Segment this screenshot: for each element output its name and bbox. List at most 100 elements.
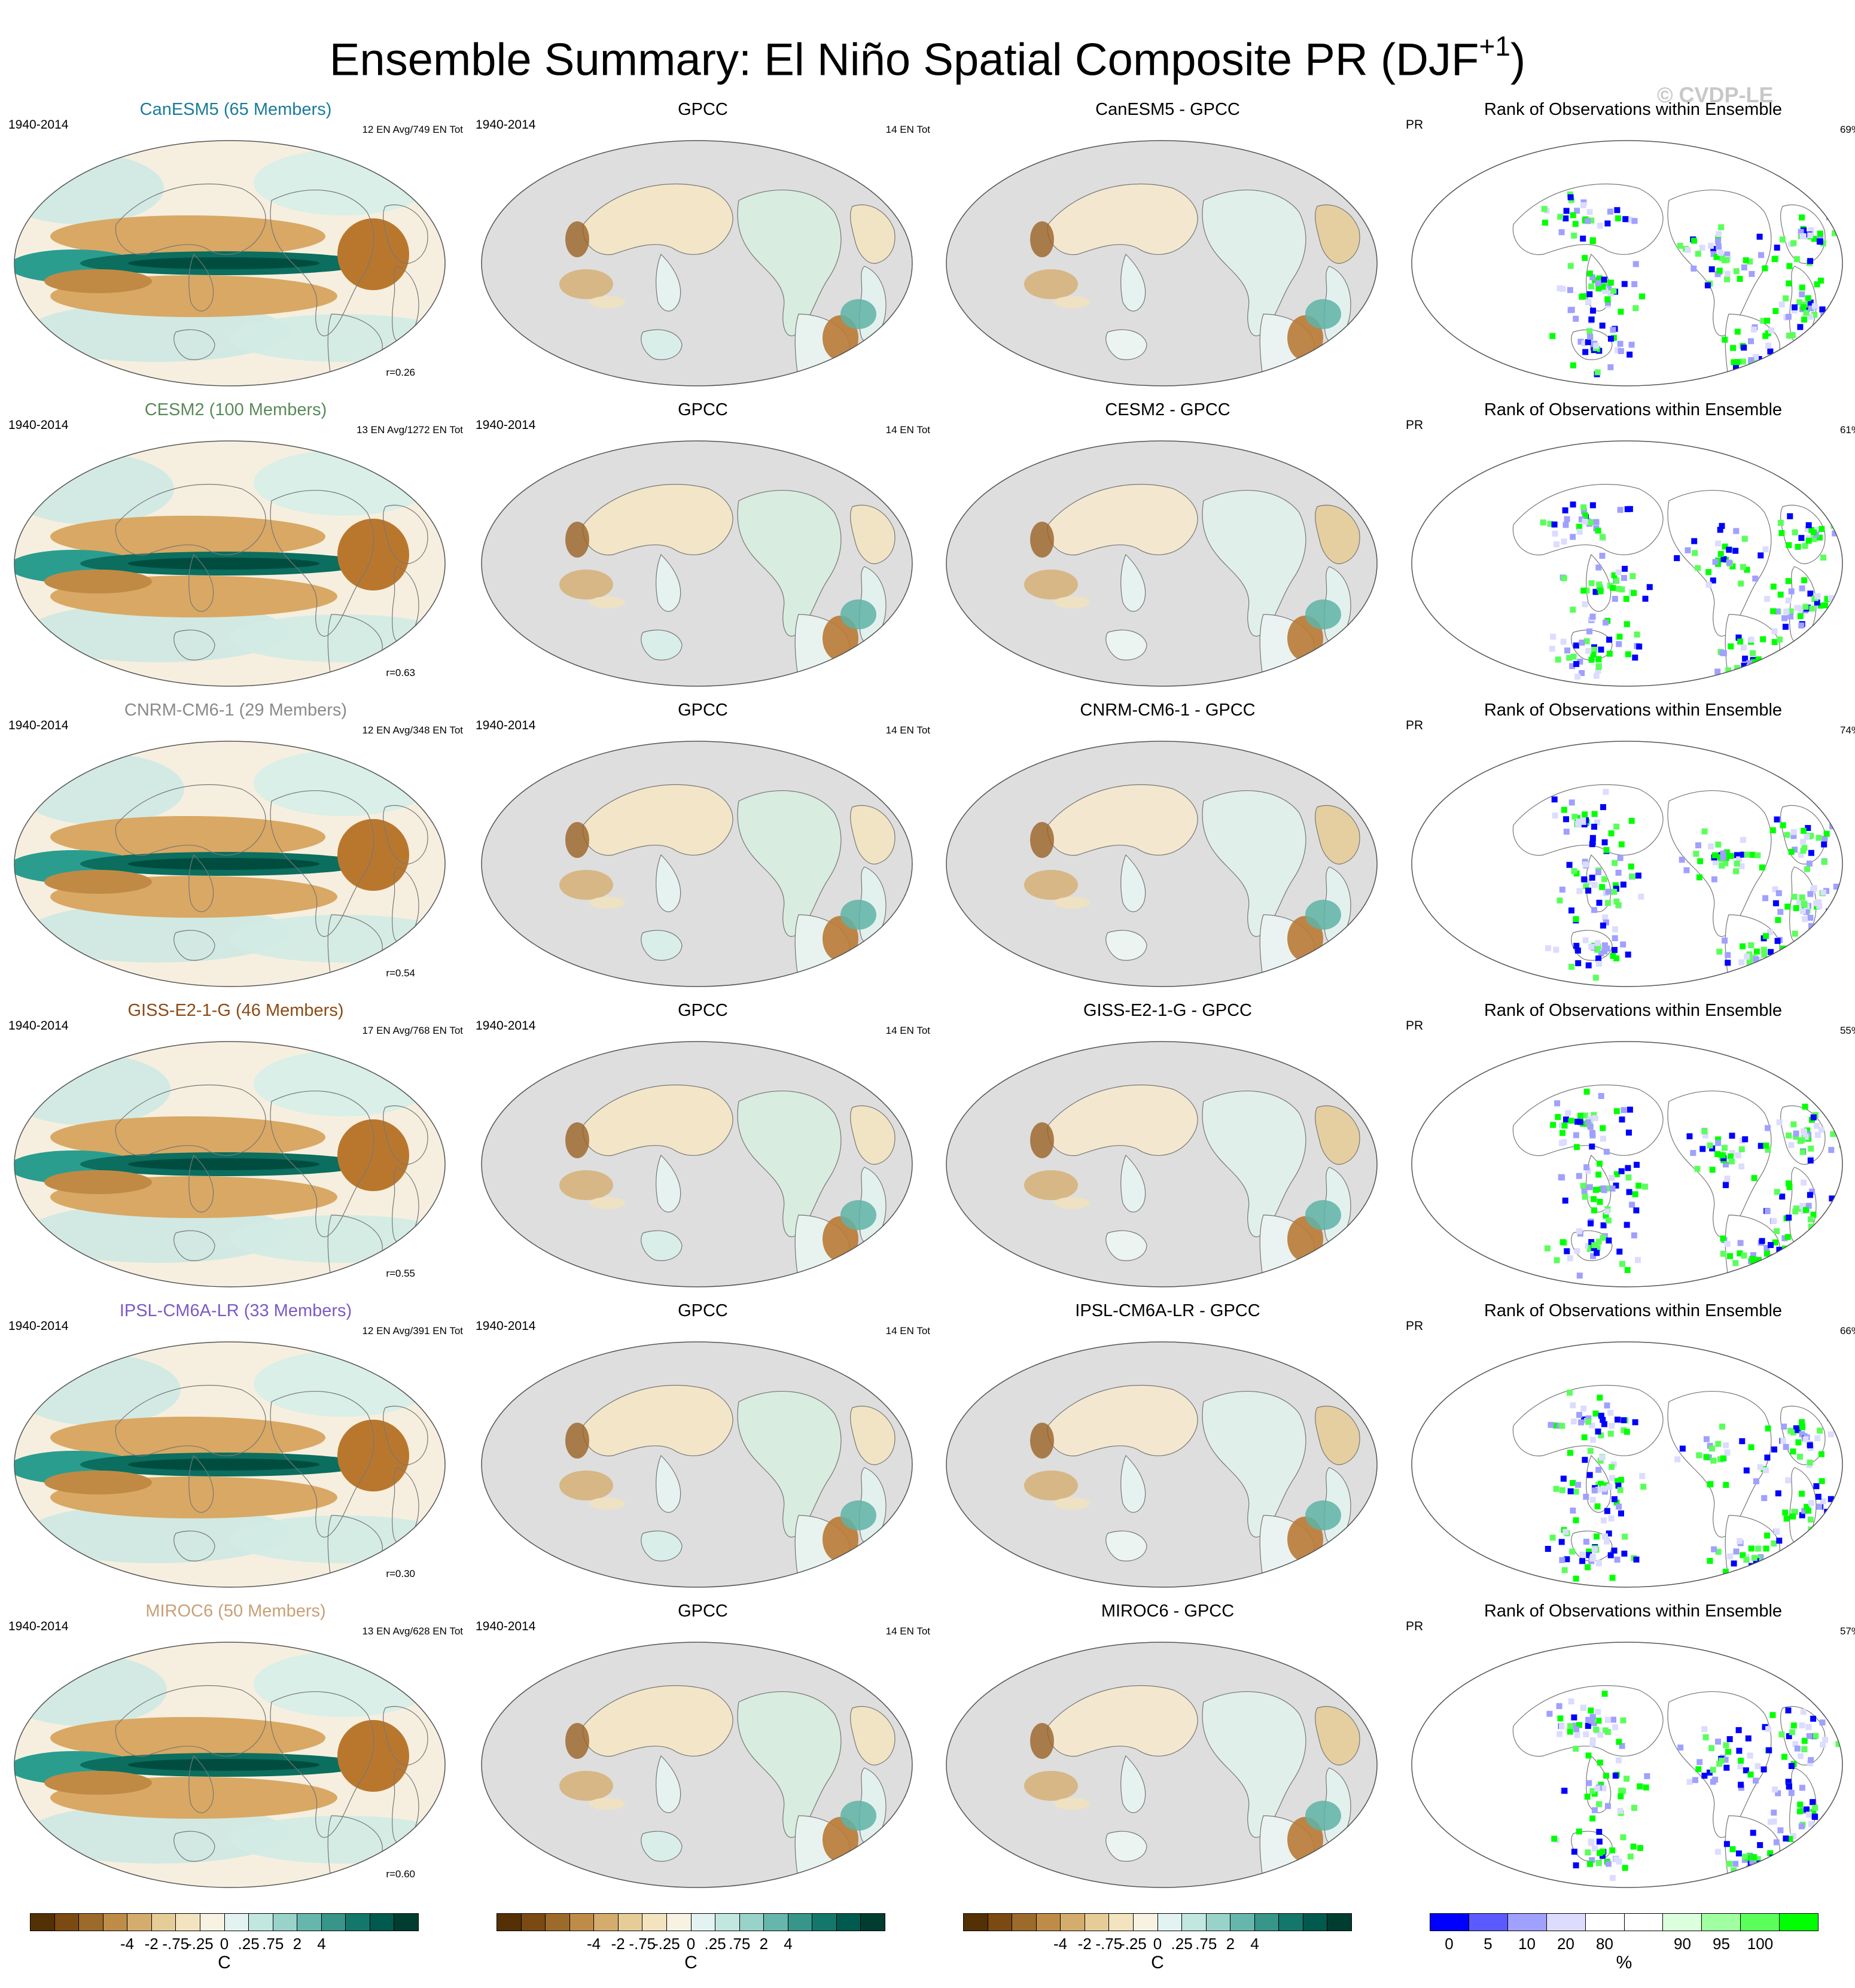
panel-observations: GPCC 1940-2014 14 EN Tot <box>476 99 930 392</box>
colorbar-tick-label: 0 <box>220 1935 229 1953</box>
map-model <box>8 435 451 695</box>
colorbar-swatch <box>1061 1914 1085 1931</box>
colorbar-swatch <box>1546 1914 1586 1931</box>
period-label: 1940-2014 <box>476 1319 536 1333</box>
obs-title: GPCC <box>678 1301 728 1320</box>
colorbar: -4 -2 -.75 -.25 0 .25.75 2 4 C <box>30 1913 419 1985</box>
event-count-label: 12 EN Avg/391 EN Tot <box>362 1325 463 1337</box>
colorbar-tick-label: -.25 <box>653 1935 680 1953</box>
colorbar-tick-label: 4 <box>784 1935 793 1953</box>
period-label: 1940-2014 <box>476 118 536 132</box>
event-count-label: 13 EN Avg/628 EN Tot <box>362 1625 463 1637</box>
colorbar-swatch <box>812 1914 837 1931</box>
colorbar-tick-label: 0 <box>1445 1935 1454 1953</box>
obs-title: GPCC <box>678 400 728 419</box>
map-rank <box>1406 1036 1848 1296</box>
rank-percent-label: 61% <box>1839 424 1855 436</box>
colorbar-swatches <box>497 1913 885 1931</box>
map-observations <box>476 1036 918 1296</box>
colorbar-swatch <box>1585 1914 1625 1931</box>
colorbar-swatch <box>1279 1914 1303 1931</box>
period-label: 1940-2014 <box>8 1019 69 1033</box>
colorbar-swatch <box>1741 1914 1780 1931</box>
colorbar-swatch <box>346 1914 370 1931</box>
colorbar-swatch <box>1507 1914 1547 1931</box>
obs-event-count: 14 EN Tot <box>885 724 930 736</box>
panel-observations: GPCC 1940-2014 14 EN Tot <box>476 1000 930 1293</box>
period-label: 1940-2014 <box>8 1319 69 1333</box>
colorbar-tick-label: .75 <box>729 1935 751 1953</box>
colorbar-tick-label: 10 <box>1518 1935 1536 1953</box>
pattern-correlation: r=0.63 <box>386 667 415 678</box>
map-rank <box>1406 435 1848 695</box>
colorbar-tick-label: -2 <box>144 1935 159 1953</box>
colorbar-swatch <box>200 1914 225 1931</box>
colorbar-swatch <box>1133 1914 1158 1931</box>
rank-title: Rank of Observations within Ensemble <box>1484 1001 1783 1020</box>
obs-event-count: 14 EN Tot <box>885 124 930 135</box>
colorbar-swatch <box>836 1914 861 1931</box>
period-label: 1940-2014 <box>476 1619 536 1633</box>
map-model <box>8 735 451 995</box>
colorbar-tick-label: 2 <box>293 1935 302 1953</box>
colorbar-swatches <box>1430 1913 1819 1931</box>
obs-title: GPCC <box>678 1001 728 1020</box>
rank-title: Rank of Observations within Ensemble <box>1484 400 1783 419</box>
map-difference <box>940 135 1383 395</box>
difference-title: CESM2 - GPCC <box>1105 400 1230 419</box>
colorbar-swatch <box>1663 1914 1702 1931</box>
map-observations <box>476 1636 918 1896</box>
map-difference <box>940 435 1383 695</box>
colorbar-swatch <box>546 1914 570 1931</box>
colorbar-swatch <box>964 1914 988 1931</box>
colorbar-swatch <box>297 1914 322 1931</box>
colorbar-swatch <box>618 1914 643 1931</box>
panel-model-composite: CESM2 (100 Members) 1940-2014 13 EN Avg/12… <box>8 399 463 692</box>
colorbar-swatch <box>788 1914 813 1931</box>
colorbar-swatch <box>1012 1914 1037 1931</box>
colorbar-swatch <box>1230 1914 1255 1931</box>
rank-variable-label: PR <box>1406 1319 1424 1333</box>
colorbar-swatch <box>739 1914 764 1931</box>
period-label: 1940-2014 <box>476 1019 536 1033</box>
colorbar-tick-label: 2 <box>759 1935 769 1953</box>
colorbar-swatch <box>569 1914 595 1931</box>
period-label: 1940-2014 <box>476 719 536 732</box>
event-count-label: 12 EN Avg/348 EN Tot <box>362 724 463 736</box>
map-difference <box>940 1336 1383 1596</box>
colorbar-swatch <box>370 1914 395 1931</box>
map-observations <box>476 1336 918 1596</box>
rank-title: Rank of Observations within Ensemble <box>1484 1301 1783 1320</box>
colorbar-tick-label: -4 <box>120 1935 135 1953</box>
panel-observations: GPCC 1940-2014 14 EN Tot <box>476 1600 930 1893</box>
colorbar-swatch <box>1469 1914 1508 1931</box>
map-difference <box>940 1036 1383 1296</box>
map-observations <box>476 735 918 995</box>
colorbar-unit: C <box>1151 1953 1164 1972</box>
panel-observations: GPCC 1940-2014 14 EN Tot <box>476 399 930 692</box>
event-count-label: 17 EN Avg/768 EN Tot <box>362 1025 463 1036</box>
colorbar-tick-label: .25 <box>237 1935 260 1953</box>
colorbar: 0 5 10 20 80 90 95 100% <box>1430 1913 1819 1985</box>
period-label: 1940-2014 <box>8 719 69 732</box>
colorbar-tick-label: -4 <box>1053 1935 1068 1953</box>
model-title: MIROC6 (50 Members) <box>145 1602 326 1621</box>
period-label: 1940-2014 <box>8 418 69 432</box>
difference-title: CNRM-CM6-1 - GPCC <box>1080 701 1256 720</box>
difference-title: GISS-E2-1-G - GPCC <box>1083 1001 1252 1020</box>
obs-title: GPCC <box>678 701 728 720</box>
colorbar-tick-label: 2 <box>1226 1935 1235 1953</box>
rank-variable-label: PR <box>1406 1019 1424 1033</box>
map-model <box>8 1636 451 1896</box>
colorbar-swatch <box>497 1914 522 1931</box>
colorbar-swatch <box>394 1914 418 1931</box>
map-rank <box>1406 735 1848 995</box>
obs-event-count: 14 EN Tot <box>885 424 930 436</box>
colorbar-tick-label: -.25 <box>1119 1935 1147 1953</box>
colorbar-swatch <box>594 1914 619 1931</box>
panel-difference: IPSL-CM6A-LR - GPCC <box>940 1300 1395 1593</box>
colorbar-unit: C <box>218 1953 231 1972</box>
panel-rank: Rank of Observations within Ensemble PR 61… <box>1406 399 1855 692</box>
colorbar-swatch <box>666 1914 692 1931</box>
colorbar-swatch <box>273 1914 298 1931</box>
